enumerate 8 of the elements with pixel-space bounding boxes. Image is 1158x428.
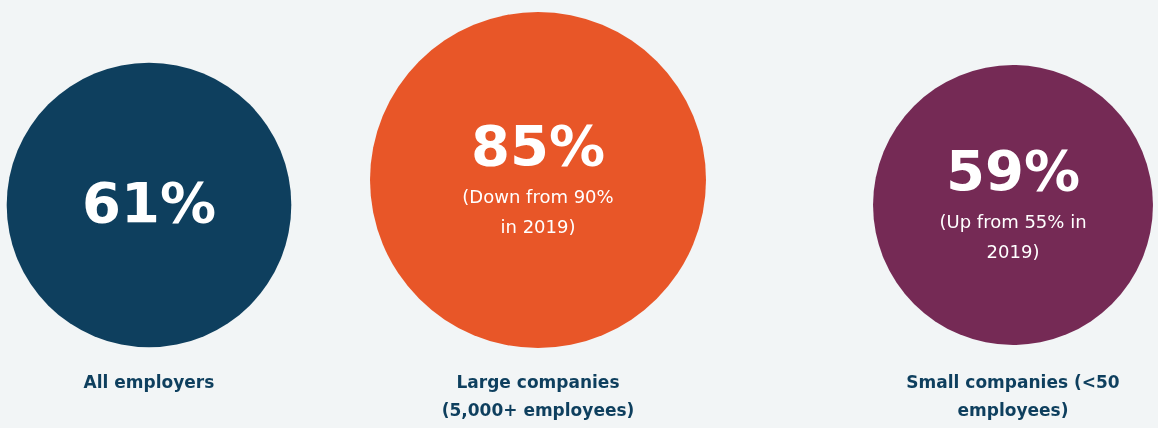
text: (Down from 90% in 2019) xyxy=(462,186,614,237)
data-label: 61% xyxy=(81,169,217,235)
category-label: Small companies (<50 employees) xyxy=(905,371,1121,422)
category-label: All employers xyxy=(82,371,216,394)
data-label: 59% xyxy=(945,137,1081,203)
text: (Up from 55% in 2019) xyxy=(939,211,1087,262)
data-label: 85% xyxy=(470,112,606,178)
category-label: Large companies (5,000+ employees) xyxy=(440,371,636,422)
